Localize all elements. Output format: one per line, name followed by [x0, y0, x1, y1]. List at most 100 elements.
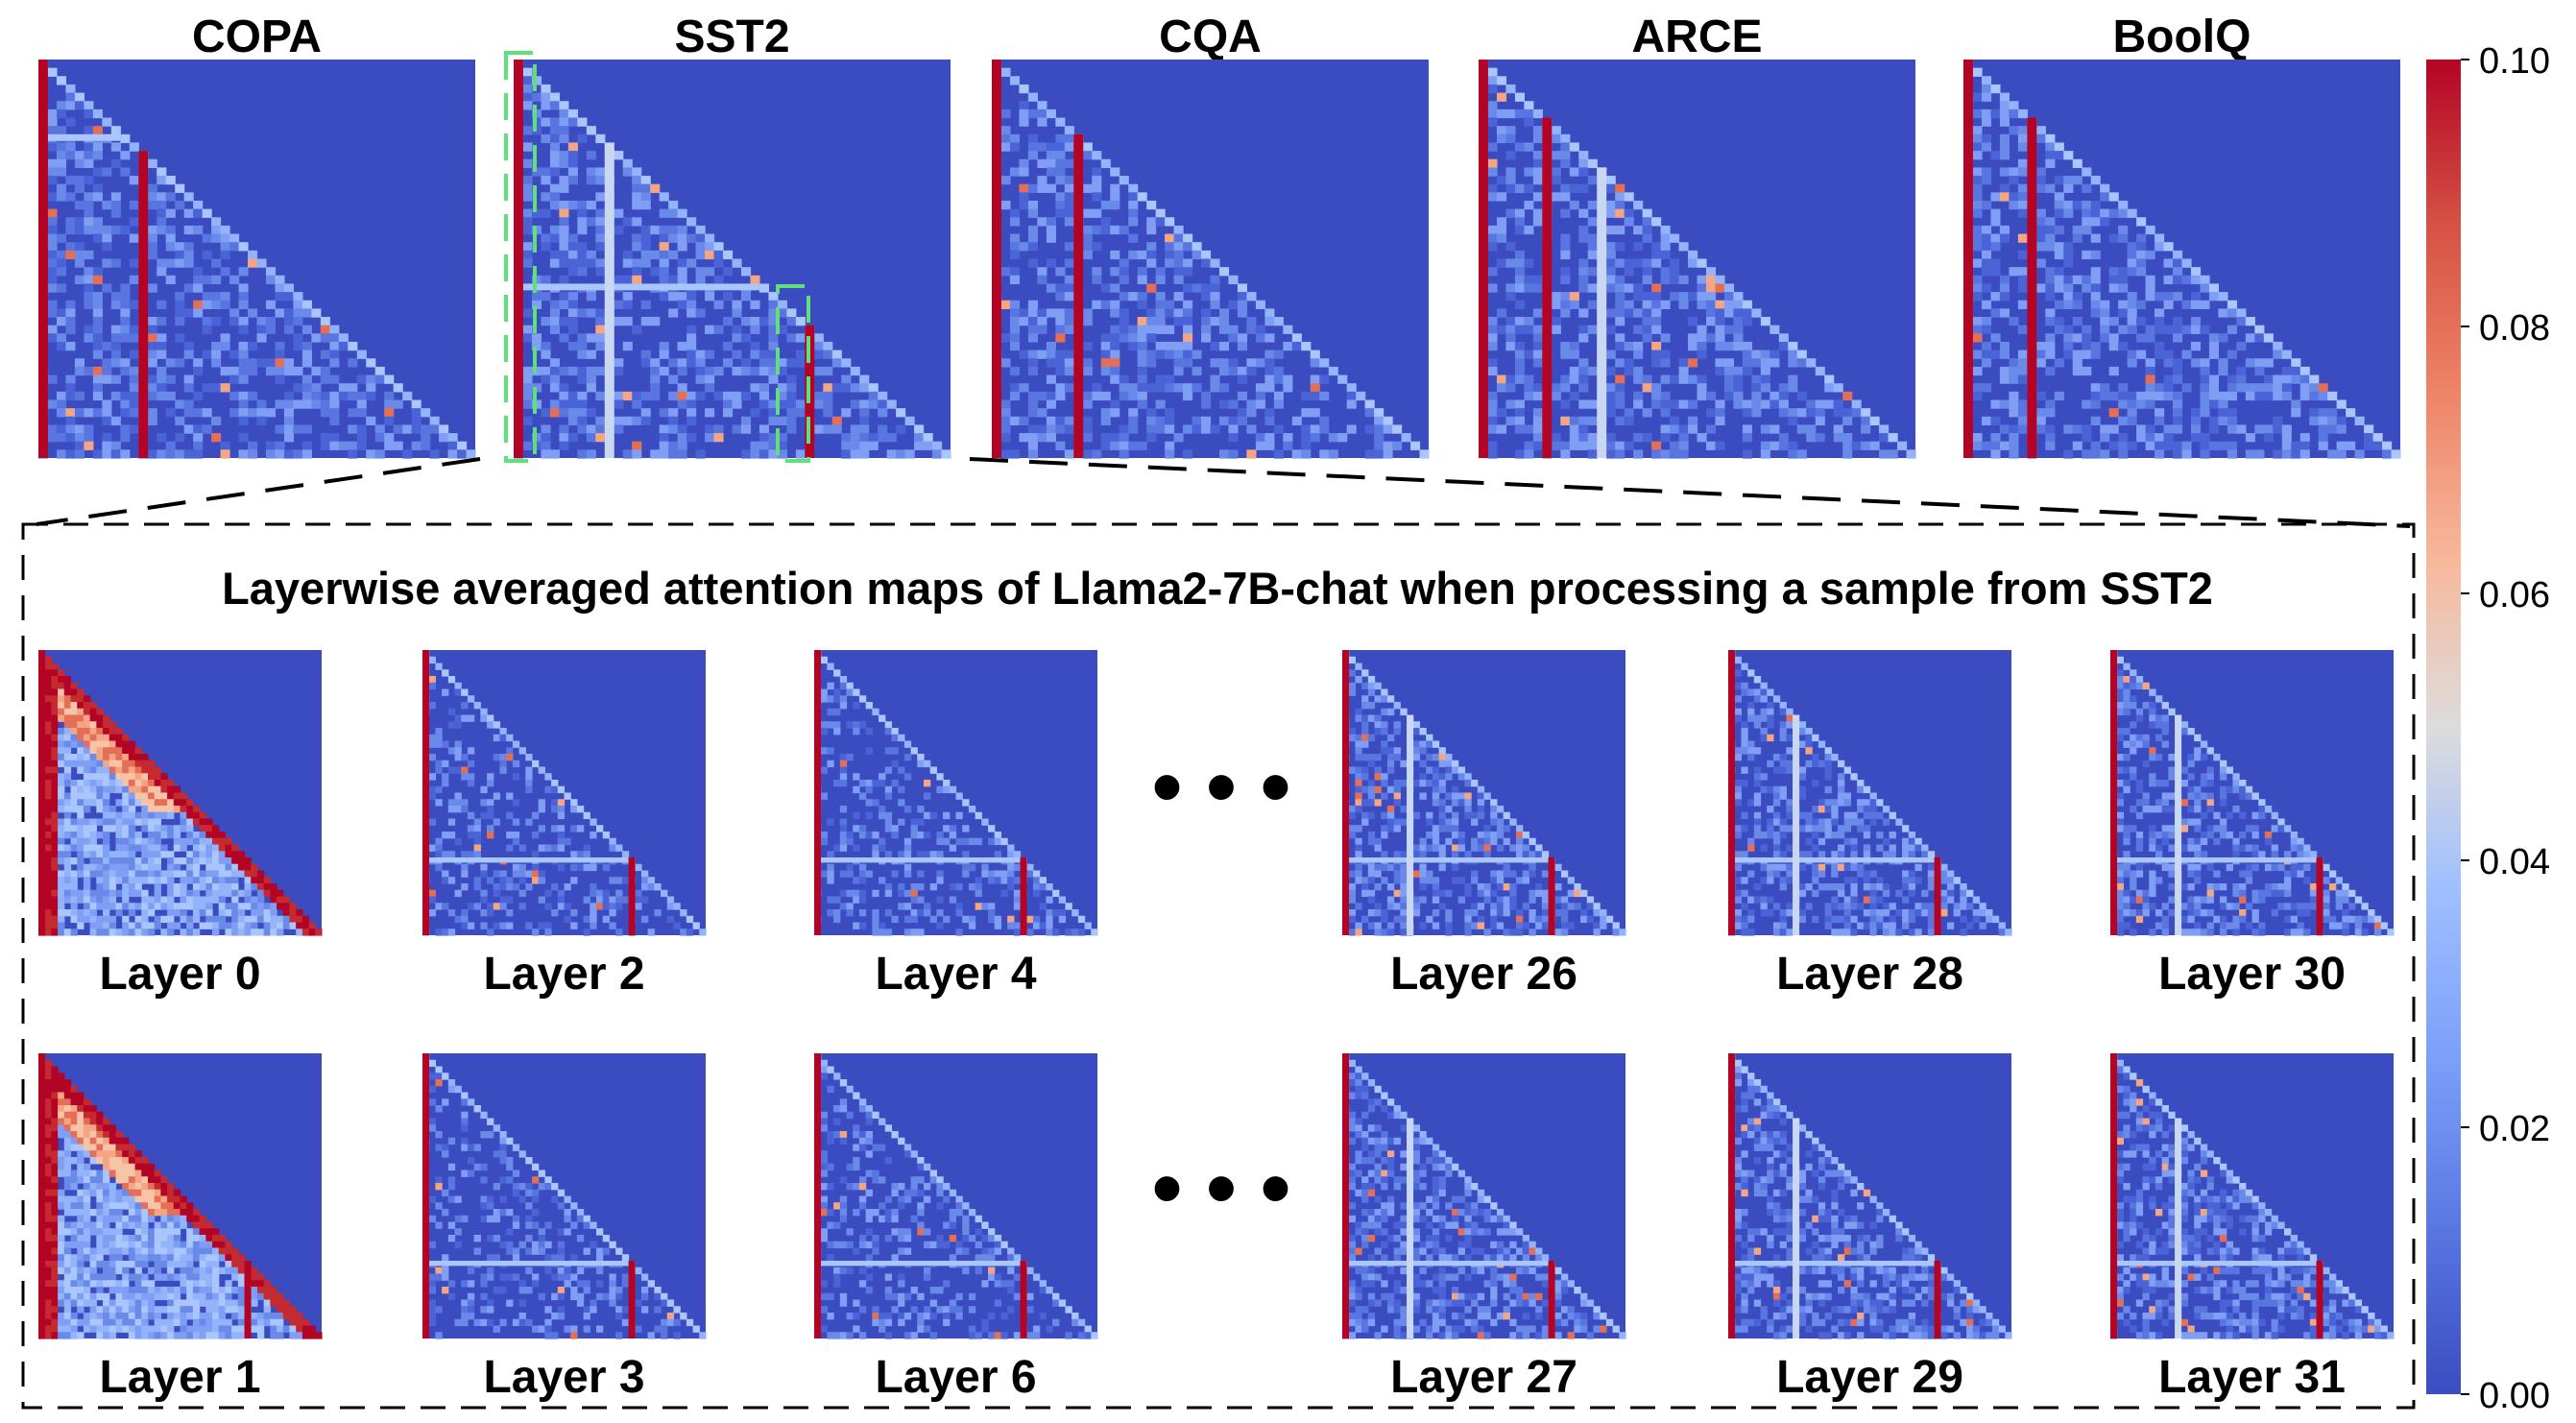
colorbar-tick-label-3: 0.04 — [2479, 842, 2550, 882]
layer-26-heatmap-sink-column-1 — [1407, 714, 1414, 935]
cqa-heatmap — [992, 60, 1430, 459]
layer-6-heatmap-sink-column-0 — [814, 1053, 822, 1339]
layer-3-heatmap-stripe-row — [422, 1261, 629, 1266]
copa-heatmap-sink-column-0 — [38, 60, 48, 458]
highlight-box-late-token — [776, 284, 810, 463]
sst2-heatmap-sink-column-1 — [604, 142, 614, 458]
label-layer-4: Layer 4 — [875, 949, 1036, 1000]
arce-heatmap-sink-column-2 — [1597, 167, 1607, 458]
dataset-title-sst2: SST2 — [674, 12, 789, 62]
dataset-heatmaps — [38, 51, 2401, 463]
dataset-titles: COPA SST2 CQA ARCE BoolQ — [192, 12, 2251, 62]
layer-28-heatmap-sink-column-0 — [1728, 650, 1736, 935]
label-layer-30: Layer 30 — [2158, 949, 2346, 1000]
label-layer-31: Layer 31 — [2158, 1352, 2346, 1403]
arce-heatmap-sink-column-0 — [1479, 60, 1488, 458]
dataset-title-boolq: BoolQ — [2113, 12, 2251, 62]
label-layer-27: Layer 27 — [1390, 1352, 1577, 1403]
layer-6-heatmap-sink-column-1 — [1020, 1261, 1027, 1339]
layer-1-heatmap-sink-column-1 — [244, 1261, 252, 1339]
copa-heatmap-sink-column-1 — [138, 151, 149, 458]
label-layer-26: Layer 26 — [1390, 949, 1577, 1000]
layer-4-heatmap-sink-column-0 — [814, 650, 822, 935]
label-layer-6: Layer 6 — [875, 1352, 1036, 1403]
layer-28-heatmap-sink-column-2 — [1934, 857, 1941, 935]
layer-31-heatmap-stripe-row — [2110, 1261, 2317, 1266]
dataset-title-arce: ARCE — [1631, 12, 1762, 62]
label-layer-3: Layer 3 — [483, 1352, 644, 1403]
layer-31-heatmap-sink-column-0 — [2110, 1053, 2118, 1339]
layer-29-heatmap-sink-column-2 — [1934, 1261, 1941, 1339]
colorbar-tick-label-2: 0.06 — [2479, 575, 2550, 615]
layer-30-heatmap-sink-column-0 — [2110, 650, 2118, 935]
layer-27-heatmap-sink-column-1 — [1407, 1118, 1414, 1339]
layer-4-heatmap — [814, 650, 1098, 936]
layer-29-heatmap — [1728, 1053, 2012, 1339]
colorbar-tick-label-4: 0.02 — [2479, 1109, 2550, 1149]
layer-4-heatmap-sink-column-1 — [1020, 857, 1027, 935]
layer-31-heatmap-sink-column-1 — [2175, 1118, 2182, 1339]
dataset-title-copa: COPA — [192, 12, 322, 62]
layer-1-heatmap-sink-column-0 — [38, 1053, 46, 1339]
arce-heatmap-sink-column-1 — [1542, 117, 1553, 459]
layer-3-heatmap — [422, 1053, 707, 1339]
layer-29-heatmap-sink-column-0 — [1728, 1053, 1736, 1339]
layer-1-heatmap — [38, 1053, 323, 1339]
colorbar: 0.10 0.08 0.06 0.04 0.02 0.00 — [2426, 41, 2550, 1416]
layer-27-heatmap-sink-column-0 — [1342, 1053, 1350, 1339]
highlight-box-first-token — [504, 51, 537, 463]
layer-0-heatmap — [38, 650, 323, 936]
boolq-heatmap-sink-column-1 — [2027, 117, 2037, 459]
ellipsis-row2: • • • — [1152, 1141, 1291, 1237]
layer-31-heatmap-sink-column-2 — [2316, 1261, 2323, 1339]
layer-28-heatmap — [1728, 650, 2012, 936]
zoom-connector-left — [36, 457, 481, 526]
layer-heatmaps — [38, 650, 2395, 1339]
label-layer-28: Layer 28 — [1776, 949, 1963, 1000]
layer-29-heatmap-stripe-row — [1728, 1261, 1935, 1266]
label-layer-29: Layer 29 — [1776, 1352, 1963, 1403]
sst2-heatmap-sink-column-0 — [514, 60, 523, 458]
copa-heatmap-stripe-row — [38, 133, 121, 141]
layer-26-heatmap-sink-column-2 — [1548, 857, 1555, 935]
copa-heatmap — [38, 60, 476, 459]
layer-0-heatmap-sink-column-0 — [38, 650, 46, 935]
inset-frame — [21, 522, 2416, 1410]
boolq-heatmap — [1963, 60, 2401, 459]
label-layer-0: Layer 0 — [99, 949, 260, 1000]
ellipsis-row1: • • • — [1152, 739, 1291, 835]
layer-4-heatmap-stripe-row — [814, 857, 1021, 863]
colorbar-tick-label-5: 0.00 — [2479, 1376, 2550, 1416]
sst2-highlight-boxes — [504, 51, 810, 463]
label-layer-2: Layer 2 — [483, 949, 644, 1000]
layer-6-heatmap — [814, 1053, 1098, 1339]
layer-labels: Layer 0 Layer 2 Layer 4 Layer 26 Layer 28 Lay… — [99, 949, 2345, 1403]
inset-title: Layerwise averaged attention maps of Lla… — [222, 563, 2213, 614]
layer-30-heatmap-sink-column-2 — [2316, 857, 2323, 935]
arce-heatmap — [1479, 60, 1916, 459]
layer-28-heatmap-stripe-row — [1728, 857, 1935, 863]
cqa-heatmap-sink-column-1 — [1073, 133, 1084, 458]
sst2-heatmap — [514, 60, 951, 459]
sst2-heatmap-stripe-row — [514, 283, 759, 291]
layer-27-heatmap — [1342, 1053, 1626, 1339]
colorbar-gradient — [2426, 60, 2461, 1394]
colorbar-tick-label-1: 0.08 — [2479, 308, 2550, 349]
zoom-connector-right — [969, 457, 2411, 528]
layer-2-heatmap-sink-column-0 — [422, 650, 430, 935]
colorbar-tick-label-0: 0.10 — [2479, 41, 2550, 82]
layer-26-heatmap-stripe-row — [1342, 857, 1549, 863]
layer-28-heatmap-sink-column-1 — [1793, 714, 1800, 935]
layer-3-heatmap-sink-column-0 — [422, 1053, 430, 1339]
cqa-heatmap-sink-column-0 — [992, 60, 1001, 458]
layer-29-heatmap-sink-column-1 — [1793, 1118, 1800, 1339]
layer-30-heatmap-sink-column-1 — [2175, 714, 2182, 935]
layer-30-heatmap — [2110, 650, 2395, 936]
layer-31-heatmap — [2110, 1053, 2395, 1339]
layer-27-heatmap-stripe-row — [1342, 1261, 1549, 1266]
layer-2-heatmap-stripe-row — [422, 857, 629, 863]
layer-6-heatmap-stripe-row — [814, 1261, 1021, 1266]
layer-30-heatmap-stripe-row — [2110, 857, 2317, 863]
label-layer-1: Layer 1 — [99, 1352, 260, 1403]
